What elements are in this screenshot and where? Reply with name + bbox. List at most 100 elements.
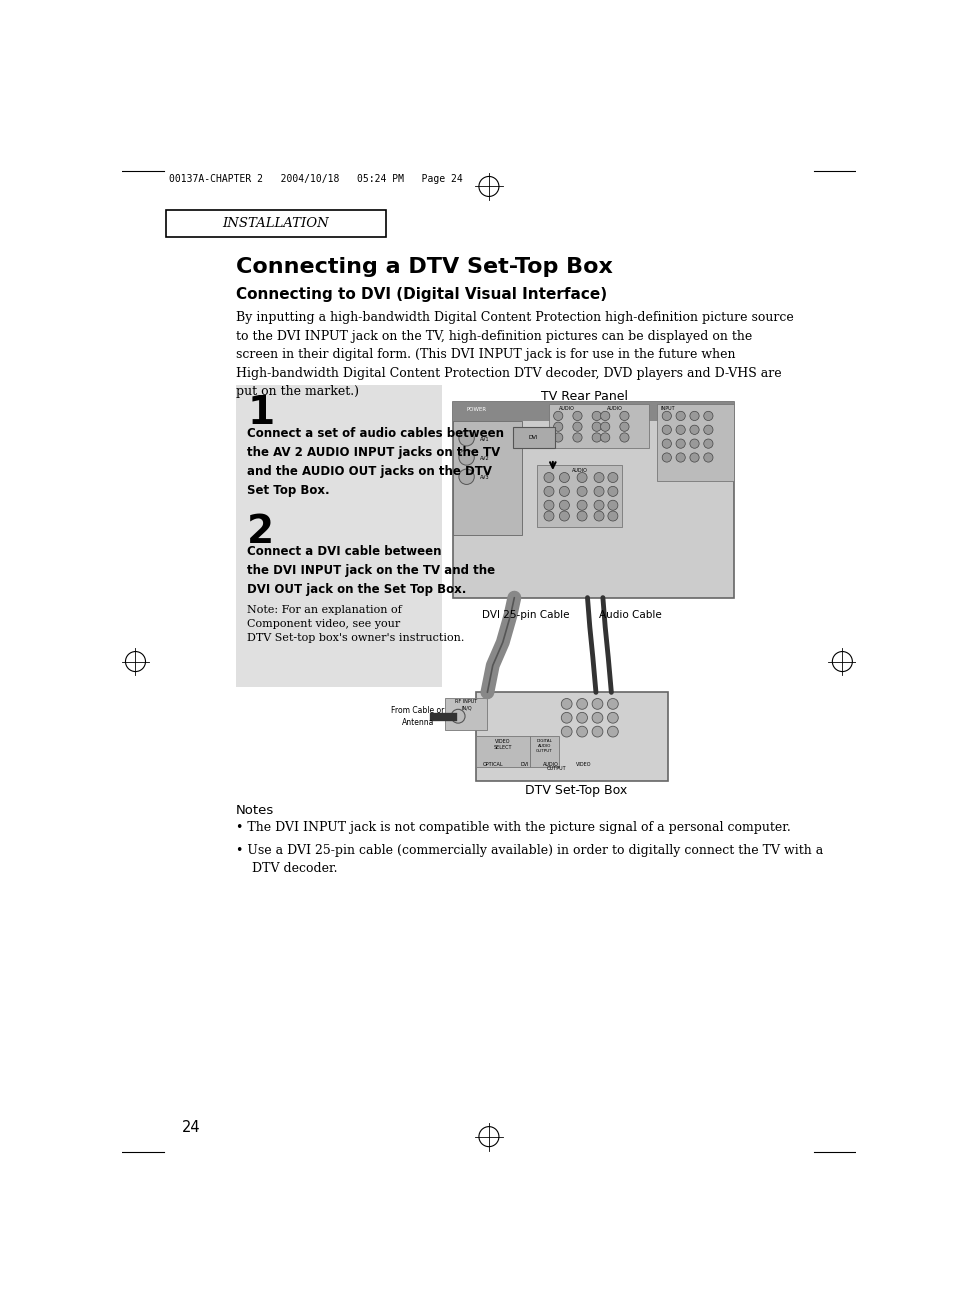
Circle shape bbox=[594, 486, 603, 496]
Text: 2: 2 bbox=[247, 514, 274, 552]
Circle shape bbox=[703, 439, 712, 448]
Circle shape bbox=[558, 486, 569, 496]
Text: AV2: AV2 bbox=[479, 456, 489, 461]
Circle shape bbox=[703, 453, 712, 462]
Bar bbox=[444, 698, 487, 730]
Bar bbox=[476, 736, 529, 768]
Circle shape bbox=[689, 453, 699, 462]
Circle shape bbox=[577, 713, 587, 723]
Circle shape bbox=[592, 432, 600, 441]
Circle shape bbox=[553, 432, 562, 441]
Circle shape bbox=[607, 726, 618, 738]
Circle shape bbox=[619, 411, 628, 421]
Text: 24: 24 bbox=[181, 1120, 200, 1134]
Circle shape bbox=[560, 726, 572, 738]
Text: Connect a DVI cable between
the DVI INPUT jack on the TV and the
DVI OUT jack on: Connect a DVI cable between the DVI INPU… bbox=[247, 545, 495, 596]
Circle shape bbox=[600, 432, 609, 441]
Circle shape bbox=[661, 453, 671, 462]
Circle shape bbox=[594, 511, 603, 521]
Circle shape bbox=[592, 713, 602, 723]
Circle shape bbox=[543, 473, 554, 482]
Text: • Use a DVI 25-pin cable (commercially available) in order to digitally connect : • Use a DVI 25-pin cable (commercially a… bbox=[235, 844, 822, 875]
Text: Notes: Notes bbox=[235, 804, 274, 817]
Text: INPUT: INPUT bbox=[659, 406, 675, 411]
Text: AUDIO: AUDIO bbox=[558, 406, 574, 411]
Circle shape bbox=[661, 426, 671, 435]
Circle shape bbox=[572, 422, 581, 431]
Circle shape bbox=[558, 473, 569, 482]
Circle shape bbox=[451, 709, 464, 723]
Text: Connecting to DVI (Digital Visual Interface): Connecting to DVI (Digital Visual Interf… bbox=[235, 287, 606, 301]
Text: DVI: DVI bbox=[528, 435, 537, 440]
Circle shape bbox=[543, 486, 554, 496]
Circle shape bbox=[676, 453, 684, 462]
Circle shape bbox=[592, 726, 602, 738]
Bar bbox=[513, 427, 555, 448]
Text: VIDEO: VIDEO bbox=[576, 761, 591, 766]
Circle shape bbox=[560, 698, 572, 709]
Text: POWER: POWER bbox=[466, 407, 486, 413]
Circle shape bbox=[676, 411, 684, 421]
Circle shape bbox=[607, 511, 618, 521]
Text: DVI 25-pin Cable: DVI 25-pin Cable bbox=[481, 610, 569, 620]
Circle shape bbox=[458, 449, 474, 465]
Text: Note: For an explanation of
Component video, see your
DTV Set-top box's owner's : Note: For an explanation of Component vi… bbox=[247, 605, 464, 643]
Circle shape bbox=[619, 432, 628, 441]
Circle shape bbox=[607, 500, 618, 510]
Circle shape bbox=[572, 411, 581, 421]
Bar bbox=[453, 402, 733, 599]
Circle shape bbox=[592, 411, 600, 421]
Circle shape bbox=[703, 411, 712, 421]
Circle shape bbox=[703, 426, 712, 435]
Circle shape bbox=[458, 469, 474, 485]
Text: By inputting a high-bandwidth Digital Content Protection high-definition picture: By inputting a high-bandwidth Digital Co… bbox=[235, 312, 793, 398]
Text: VIDEO
SELECT: VIDEO SELECT bbox=[493, 739, 512, 751]
Circle shape bbox=[661, 411, 671, 421]
Circle shape bbox=[689, 411, 699, 421]
Circle shape bbox=[577, 726, 587, 738]
Text: • The DVI INPUT jack is not compatible with the picture signal of a personal com: • The DVI INPUT jack is not compatible w… bbox=[235, 821, 789, 834]
Circle shape bbox=[607, 486, 618, 496]
Circle shape bbox=[676, 439, 684, 448]
Circle shape bbox=[553, 422, 562, 431]
Circle shape bbox=[558, 511, 569, 521]
Text: Connecting a DTV Set-Top Box: Connecting a DTV Set-Top Box bbox=[235, 257, 612, 278]
Text: Audio Cable: Audio Cable bbox=[598, 610, 661, 620]
Circle shape bbox=[577, 473, 586, 482]
Circle shape bbox=[572, 432, 581, 441]
Text: AV3: AV3 bbox=[479, 476, 489, 479]
Text: Connect a set of audio cables between
the AV 2 AUDIO INPUT jacks on the TV
and t: Connect a set of audio cables between th… bbox=[247, 427, 503, 496]
Circle shape bbox=[661, 439, 671, 448]
Circle shape bbox=[676, 426, 684, 435]
Circle shape bbox=[558, 500, 569, 510]
Text: DTV Set-Top Box: DTV Set-Top Box bbox=[524, 783, 626, 796]
Bar bbox=[235, 385, 441, 686]
Circle shape bbox=[577, 698, 587, 709]
Text: INSTALLATION: INSTALLATION bbox=[222, 217, 329, 231]
Circle shape bbox=[560, 713, 572, 723]
Circle shape bbox=[553, 411, 562, 421]
Circle shape bbox=[689, 426, 699, 435]
Circle shape bbox=[592, 422, 600, 431]
Text: 00137A-CHAPTER 2   2004/10/18   05:24 PM   Page 24: 00137A-CHAPTER 2 2004/10/18 05:24 PM Pag… bbox=[170, 174, 462, 185]
Text: AUDIO: AUDIO bbox=[606, 406, 621, 411]
Circle shape bbox=[577, 511, 586, 521]
Circle shape bbox=[543, 500, 554, 510]
Circle shape bbox=[600, 411, 609, 421]
Text: OUTPUT: OUTPUT bbox=[546, 766, 566, 772]
Bar bbox=[548, 403, 648, 448]
Circle shape bbox=[577, 500, 586, 510]
Bar bbox=[166, 210, 385, 237]
Bar bbox=[656, 403, 733, 481]
Circle shape bbox=[458, 431, 474, 445]
Circle shape bbox=[607, 698, 618, 709]
Bar bbox=[453, 421, 521, 534]
Circle shape bbox=[577, 486, 586, 496]
Text: 1: 1 bbox=[247, 394, 274, 432]
Text: AUDIO: AUDIO bbox=[571, 468, 587, 473]
Text: From Cable or
Antenna: From Cable or Antenna bbox=[391, 706, 444, 727]
Text: AV1: AV1 bbox=[479, 436, 489, 441]
Text: RF INPUT
IN/Q: RF INPUT IN/Q bbox=[455, 700, 477, 710]
Circle shape bbox=[594, 500, 603, 510]
Bar bbox=[529, 736, 558, 768]
